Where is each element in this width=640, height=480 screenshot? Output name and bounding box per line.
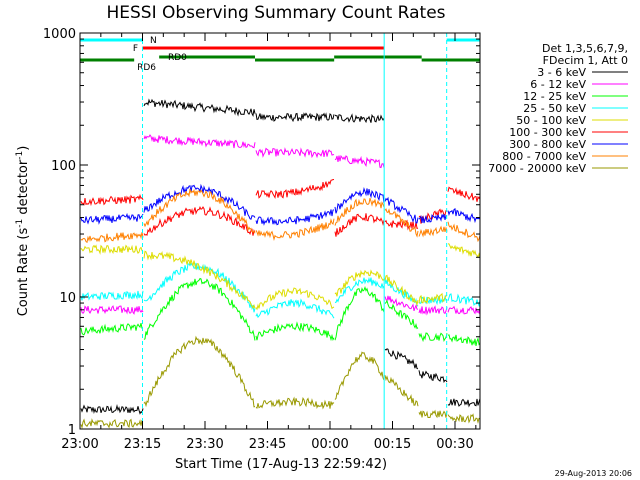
legend-header-2: FDecim 1, Att 0 [543,54,628,67]
legend-label-4: 25 - 50 keV [523,102,586,115]
legend-label-6: 100 - 300 keV [509,126,586,139]
legend-label-2: 6 - 12 keV [530,78,586,91]
plot-frame [79,32,481,430]
x-tick-label-3: 23:30 [186,437,223,452]
legend-header-1: Det 1,3,5,6,7,9, [542,42,628,55]
y-tick-label-2: 10 [59,291,76,306]
x-tick-label-6: 00:15 [374,437,411,452]
flag-label-rd0: RD0 [168,53,187,63]
y-axis-label: Count Rate (s-1 detector-1) [15,146,31,317]
x-tick-label-5: 00:00 [311,437,348,452]
x-tick-label-4: 23:45 [249,437,286,452]
flag-label-n: N [150,36,157,46]
legend-label-1: 3 - 6 keV [537,66,586,79]
legend-label-8: 800 - 7000 keV [502,150,586,163]
chart-title: HESSI Observing Summary Count Rates [106,3,445,23]
x-tick-label-1: 23:00 [61,437,98,452]
legend-label-3: 12 - 25 keV [523,90,586,103]
series-line-9 [80,335,481,430]
legend-label-5: 50 - 100 keV [516,114,586,127]
series-line-8 [80,188,481,244]
x-axis-label: Start Time (17-Aug-13 22:59:42) [175,457,387,472]
y-tick-label-3: 100 [51,159,76,174]
series-line-5 [80,243,481,311]
x-tick-label-2: 23:15 [124,437,161,452]
x-tick-label-7: 00:30 [436,437,473,452]
series-line-6 [80,179,481,237]
date-stamp: 29-Aug-2013 20:06 [555,469,632,478]
y-tick-label-1: 1 [68,423,76,438]
series-line-1 [80,98,481,415]
series-line-2 [80,134,481,316]
legend: Det 1,3,5,6,7,9,FDecim 1, Att 03 - 6 keV… [488,42,628,175]
legend-label-9: 7000 - 20000 keV [488,162,586,175]
flag-label-f: F [133,44,138,54]
legend-label-7: 300 - 800 keV [509,138,586,151]
series-line-3 [80,277,481,347]
series-line-7 [80,183,481,226]
y-tick-label-4: 1000 [43,27,76,42]
flag-label-rd6: RD6 [137,63,156,73]
